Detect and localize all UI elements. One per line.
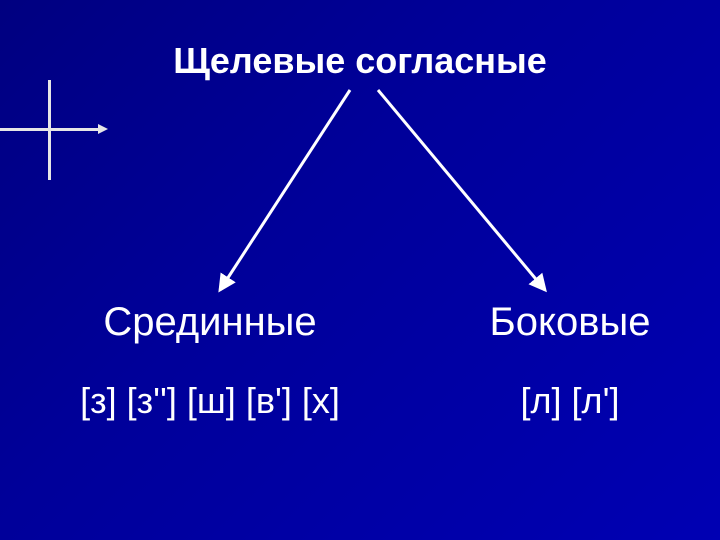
arrow-right bbox=[378, 90, 545, 290]
branch-left-examples: [з] [з''] [ш] [в'] [х] bbox=[0, 380, 420, 422]
branch-right: Боковые [л] [л'] bbox=[420, 300, 720, 422]
branch-left: Срединные [з] [з''] [ш] [в'] [х] bbox=[0, 300, 420, 422]
branch-left-label: Срединные bbox=[0, 300, 420, 345]
branch-right-label: Боковые bbox=[420, 300, 720, 345]
branch-arrows bbox=[0, 0, 720, 540]
arrow-left bbox=[220, 90, 350, 290]
branch-right-examples: [л] [л'] bbox=[420, 380, 720, 422]
